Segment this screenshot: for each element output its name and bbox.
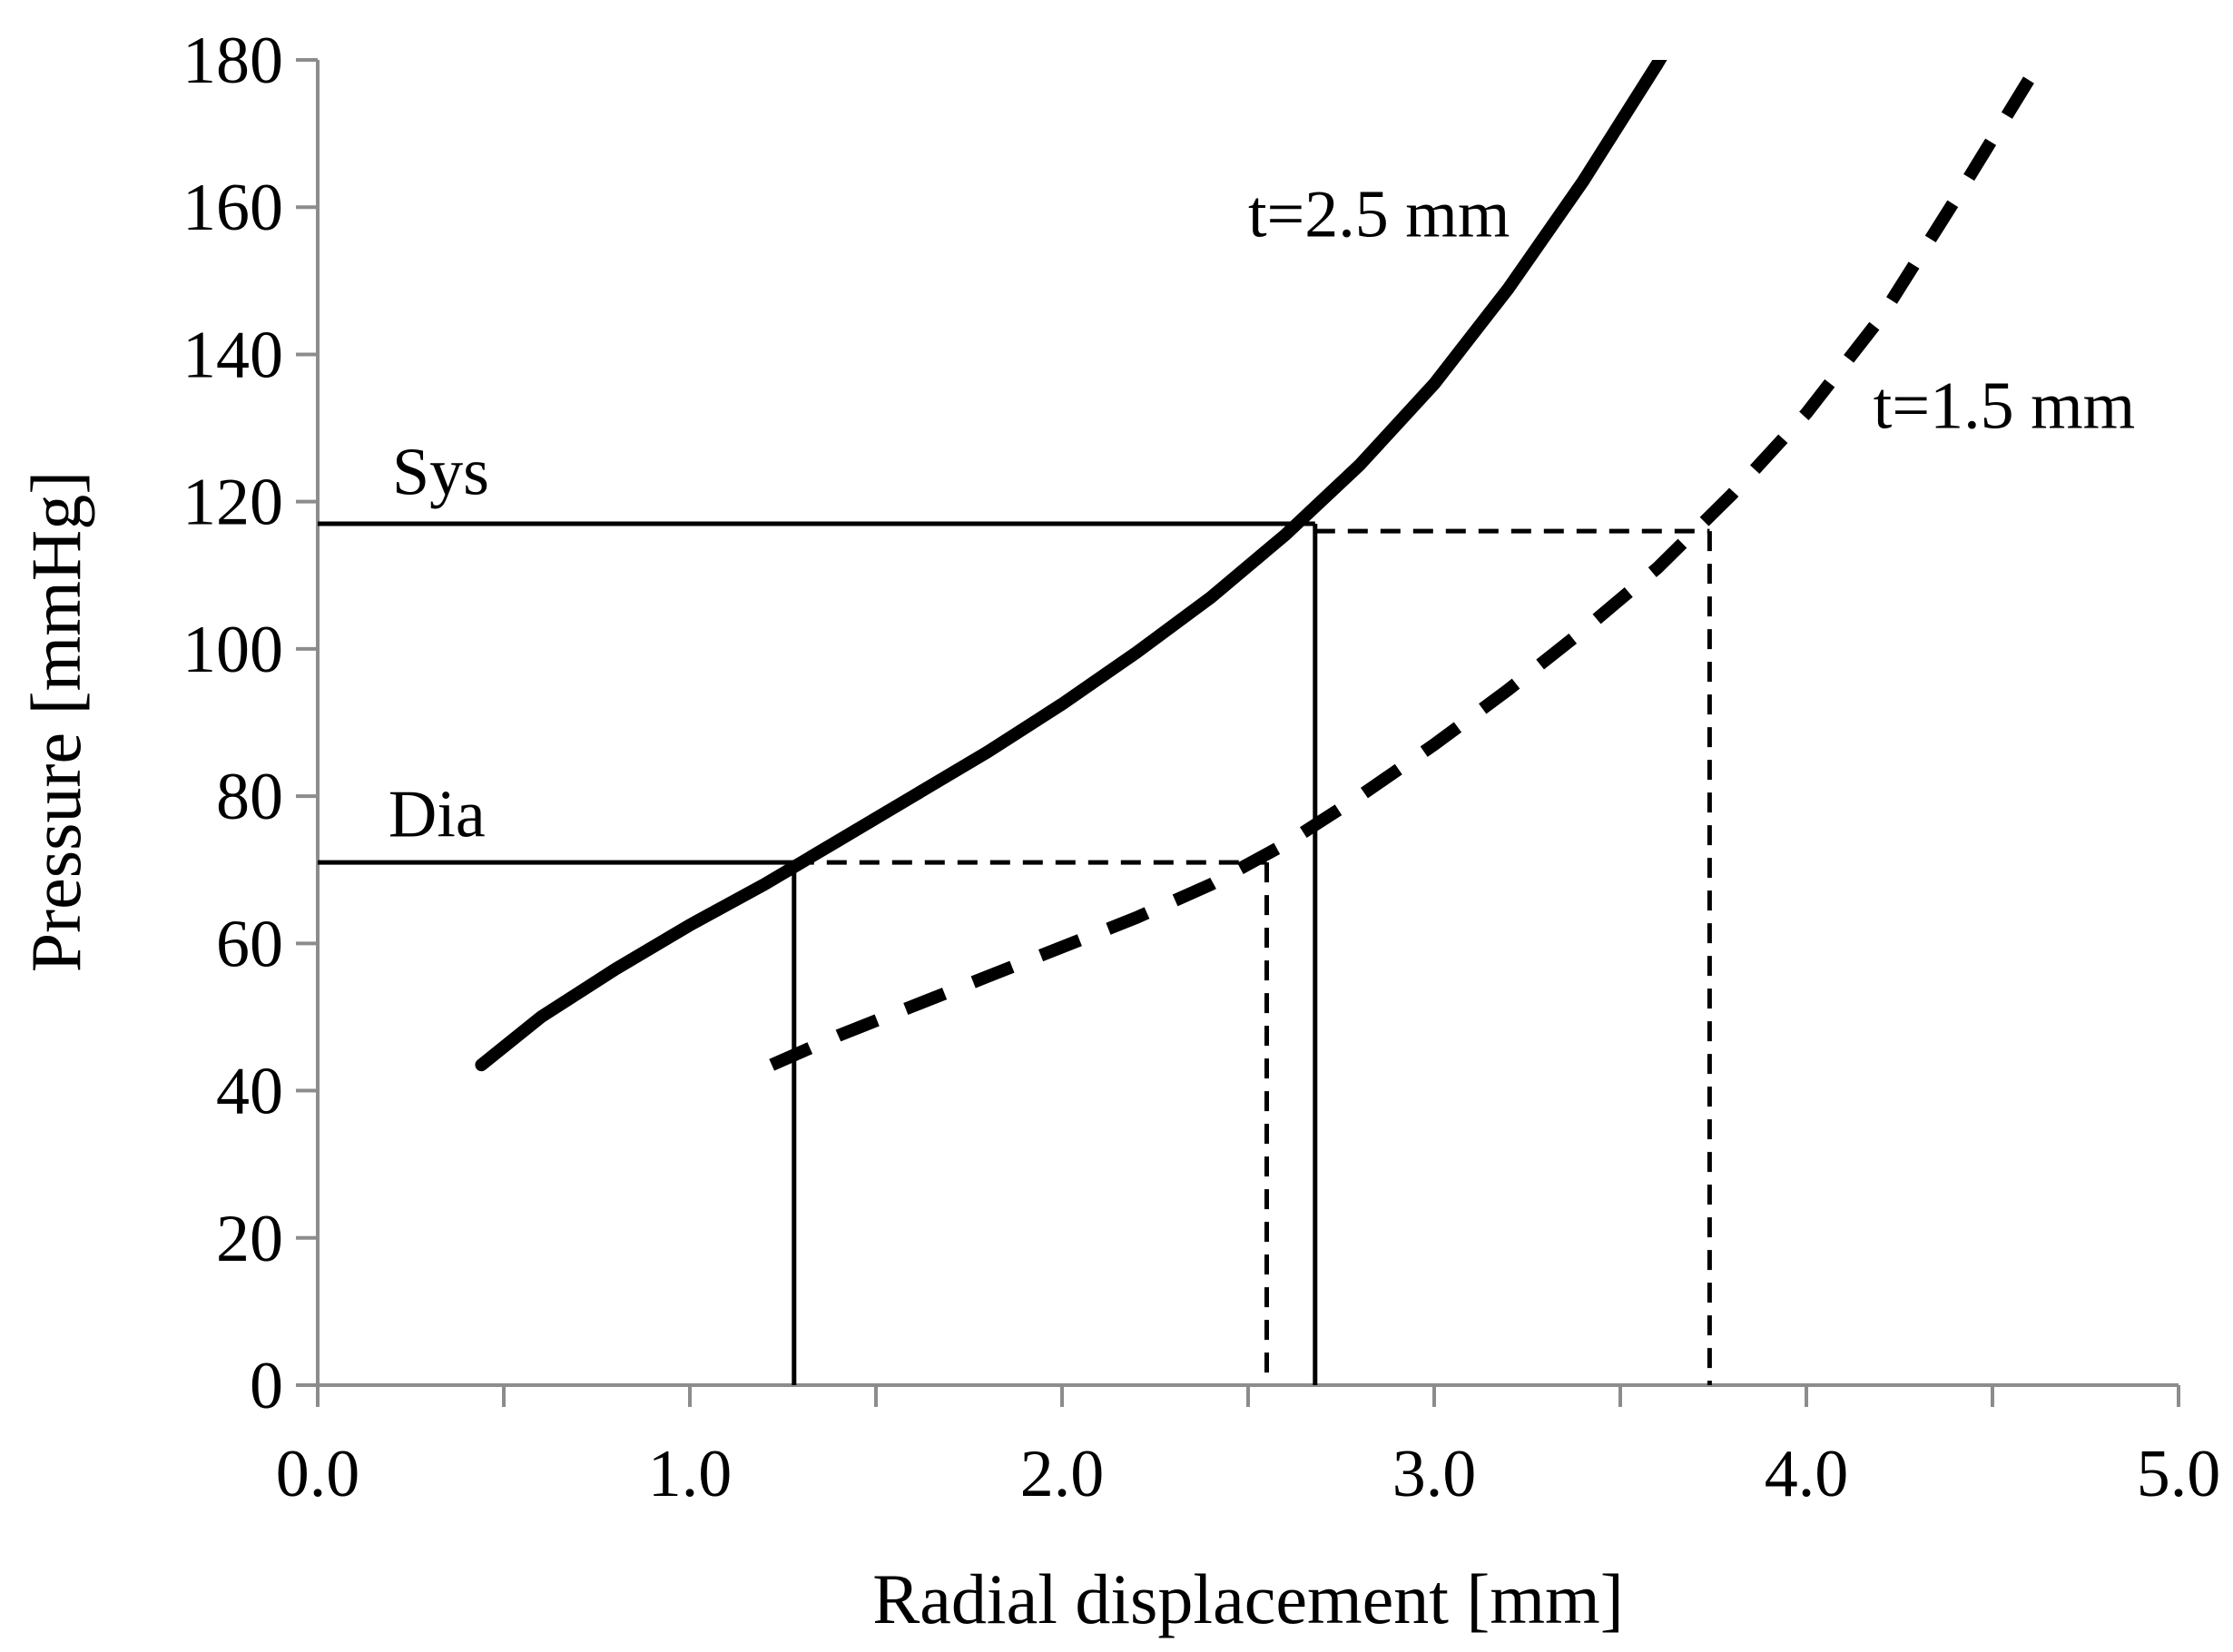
- y-tick-label: 120: [182, 466, 283, 540]
- x-tick-label: 5.0: [2137, 1437, 2221, 1511]
- y-tick-label: 60: [216, 907, 283, 981]
- x-tick-label: 1.0: [648, 1437, 733, 1511]
- reference-lines: [318, 521, 1712, 1385]
- series-lines: [475, 60, 2048, 1072]
- y-tick-label: 180: [182, 24, 283, 98]
- y-tick-label: 40: [216, 1055, 283, 1129]
- series-line-t-1-5-mm: [769, 60, 2048, 1071]
- annotation-t-2-5-mm: t=2.5 mm: [1248, 178, 1510, 252]
- x-tick-label: 3.0: [1392, 1437, 1477, 1511]
- y-tick-label: 0: [250, 1349, 283, 1423]
- y-tick-label: 160: [182, 171, 283, 245]
- annotation-t-1-5-mm: t=1.5 mm: [1874, 369, 2135, 444]
- y-axis-title: Pressure [mmHg]: [16, 471, 95, 972]
- series-line-t-2-5-mm: [475, 60, 1667, 1072]
- y-tick-label: 140: [182, 318, 283, 392]
- y-tick-label: 80: [216, 760, 283, 834]
- annotation-sys: Sys: [392, 436, 489, 510]
- tick-labels: 0 20 40 60 80 100 120 140 160 180 0.0 1.0 2.0 3.0 4.0 5…: [182, 24, 2220, 1511]
- axes: [296, 58, 2180, 1407]
- y-tick-label: 20: [216, 1202, 283, 1276]
- annotations: Sys Dia t=2.5 mm t=1.5 mm: [389, 178, 2135, 852]
- annotation-dia: Dia: [389, 778, 486, 852]
- x-tick-label: 2.0: [1020, 1437, 1105, 1511]
- x-axis-title: Radial displacement [mm]: [872, 1559, 1623, 1638]
- x-tick-label: 0.0: [276, 1437, 360, 1511]
- x-tick-label: 4.0: [1765, 1437, 1849, 1511]
- y-tick-label: 100: [182, 613, 283, 687]
